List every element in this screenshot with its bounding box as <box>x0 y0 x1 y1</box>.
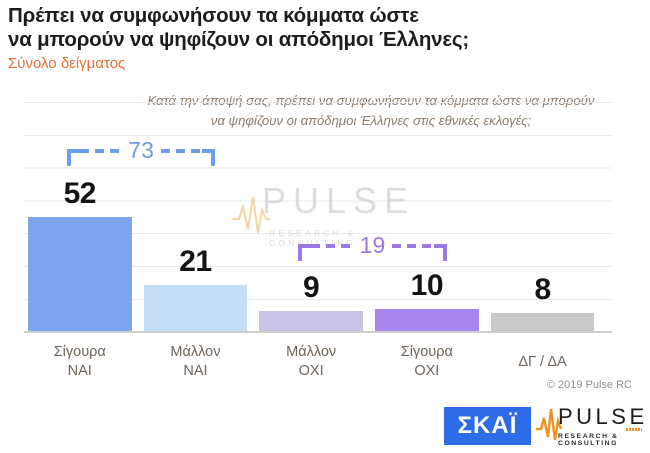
category-label-text: Σίγουρα ΝΑΙ <box>53 344 106 379</box>
bracket-corner-left <box>298 244 312 261</box>
bar-3 <box>259 311 363 331</box>
aggregate-bracket: 73 <box>66 139 216 166</box>
watermark-brand-text: PULSE <box>262 180 416 221</box>
category-label: ΔΓ / ΔΑ <box>485 342 601 382</box>
skai-logo-text: ΣΚΑΪ <box>457 412 518 439</box>
skai-logo: ΣΚΑΪ <box>444 407 531 445</box>
pulse-watermark: PULSE RESEARCH & CONSULTING <box>232 180 442 248</box>
bar-value-label: 8 <box>534 273 551 306</box>
bar-value-label: 21 <box>179 245 212 278</box>
copyright-text: © 2019 Pulse RC <box>546 379 632 391</box>
waveform-icon <box>232 196 270 234</box>
aggregate-bracket: 19 <box>298 234 447 261</box>
category-label: Μάλλον ΝΑΙ <box>138 342 254 382</box>
x-axis-line <box>24 331 612 333</box>
pulse-logo-text: PULSE <box>558 404 648 429</box>
bar-4 <box>375 309 479 331</box>
bracket-corner-right <box>433 244 447 261</box>
category-label: Σίγουρα ΝΑΙ <box>22 342 138 382</box>
bracket-dash <box>311 244 353 248</box>
bar-value-label: 10 <box>410 269 444 302</box>
category-label: Μάλλον ΟΧΙ <box>253 342 369 382</box>
aggregate-value: 19 <box>359 232 386 258</box>
pulse-logo-tagline: RESEARCH & CONSULTING <box>558 433 619 447</box>
sample-subtitle: Σύνολο δείγματος <box>8 55 126 72</box>
category-label-text: Μάλλον ΟΧΙ <box>286 344 337 379</box>
bar-value-label: 52 <box>63 177 97 210</box>
category-label: Σίγουρα ΟΧΙ <box>369 342 485 382</box>
bracket-dash <box>160 149 203 153</box>
waveform-icon <box>536 408 562 441</box>
bracket-corner-right <box>202 149 216 166</box>
category-label-text: Σίγουρα ΟΧΙ <box>400 344 453 379</box>
barcode-mark <box>626 428 642 431</box>
bracket-corner-left <box>66 149 80 166</box>
bar-value-label: 9 <box>303 271 320 304</box>
aggregate-value: 73 <box>128 137 154 163</box>
page-title: Πρέπει να συμφωνήσουν τα κόμματα ώστε να… <box>8 4 469 52</box>
pulse-logo: PULSE RESEARCH & CONSULTING <box>536 400 646 448</box>
bar-2 <box>143 285 248 331</box>
bracket-dash <box>392 244 434 248</box>
bar-5 <box>490 313 595 331</box>
category-label-text: ΔΓ / ΔΑ <box>518 353 567 370</box>
category-label-text: Μάλλον ΝΑΙ <box>170 344 221 379</box>
bar-1 <box>28 217 132 331</box>
bracket-dash <box>79 149 122 153</box>
watermark-tagline-text: RESEARCH & CONSULTING <box>269 228 357 248</box>
